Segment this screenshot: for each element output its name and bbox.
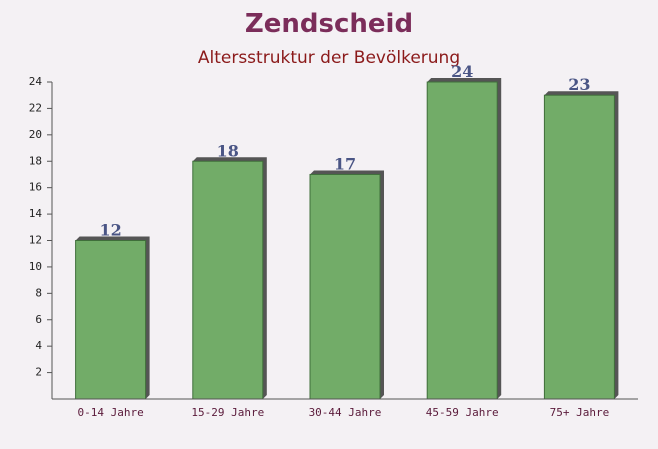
y-tick-label: 22 [29,101,42,114]
bar [426,81,498,400]
chart-title: Zendscheid [245,9,413,39]
y-tick-label: 18 [29,154,42,167]
x-tick-label: 45-59 Jahre [426,406,499,419]
y-tick-label: 6 [35,313,42,326]
y-tick-label: 24 [29,75,43,88]
y-tick-label: 4 [35,339,42,352]
bar [192,160,264,400]
bar [75,240,147,400]
y-tick-label: 12 [29,234,42,247]
x-tick-label: 0-14 Jahre [77,406,143,419]
value-label: 17 [334,154,356,173]
y-tick-label: 2 [35,366,42,379]
x-tick-label: 75+ Jahre [550,406,610,419]
value-label: 18 [217,141,239,160]
y-tick-label: 8 [35,286,42,299]
y-tick-label: 14 [29,207,43,220]
bar [309,173,381,400]
x-tick-label: 15-29 Jahre [191,406,264,419]
y-tick-label: 20 [29,128,42,141]
value-label: 23 [568,75,590,94]
y-tick-label: 10 [29,260,42,273]
value-label: 12 [99,221,121,240]
y-tick-label: 16 [29,181,42,194]
bar [543,94,615,400]
chart-subtitle: Altersstruktur der Bevölkerung [198,48,460,68]
x-tick-label: 30-44 Jahre [309,406,382,419]
value-label: 24 [451,62,473,81]
